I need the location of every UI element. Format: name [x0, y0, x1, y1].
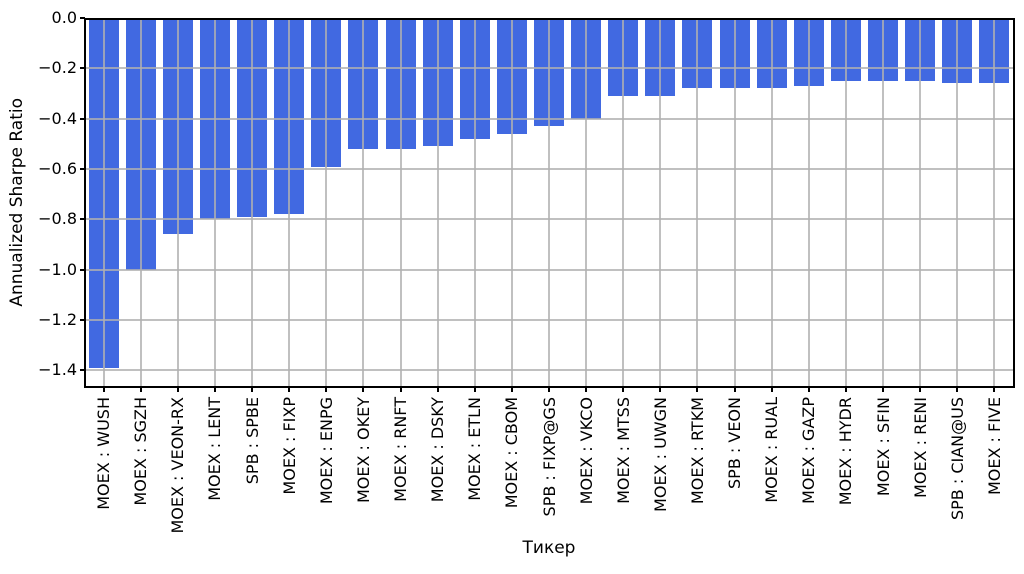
x-tick-label: SPB : FIXP@GS — [539, 397, 559, 517]
vertical-gridline — [993, 18, 996, 386]
x-tick-mark — [251, 387, 254, 392]
x-tick-label: MOEX : DSKY — [428, 397, 448, 503]
vertical-gridline — [770, 18, 773, 386]
vertical-gridline — [473, 18, 476, 386]
y-tick-mark — [80, 319, 85, 322]
x-tick-mark — [919, 387, 922, 392]
x-tick-mark — [139, 387, 142, 392]
vertical-gridline — [325, 18, 328, 386]
x-tick-mark — [176, 387, 179, 392]
x-tick-mark — [956, 387, 959, 392]
vertical-gridline — [585, 18, 588, 386]
vertical-gridline — [548, 18, 550, 386]
x-tick-mark — [622, 387, 625, 392]
x-tick-mark — [733, 387, 736, 392]
bottom-spine — [85, 386, 1015, 388]
y-tick-label: −1.4 — [38, 360, 77, 380]
x-tick-mark — [807, 387, 810, 392]
x-tick-mark — [362, 387, 365, 392]
x-tick-mark — [696, 387, 699, 392]
x-tick-label: SPB : CIAN@US — [947, 397, 967, 521]
x-tick-label: MOEX : LENT — [205, 397, 225, 501]
vertical-gridline — [510, 18, 513, 386]
x-tick-label: MOEX : RUAL — [762, 397, 782, 503]
x-tick-label: MOEX : OKEY — [353, 397, 373, 503]
vertical-gridline — [956, 18, 959, 386]
y-tick-label: −0.8 — [38, 209, 77, 229]
vertical-gridline — [213, 18, 216, 386]
x-tick-mark — [288, 387, 291, 392]
y-tick-mark — [80, 168, 85, 171]
y-tick-label: −0.4 — [38, 108, 77, 128]
vertical-gridline — [362, 18, 365, 386]
x-tick-mark — [436, 387, 439, 392]
vertical-gridline — [882, 18, 885, 386]
x-tick-label: SPB : SPBE — [242, 397, 262, 485]
x-tick-label: MOEX : UWGN — [650, 397, 670, 512]
x-tick-mark — [844, 387, 847, 392]
x-tick-label: MOEX : GAZP — [799, 397, 819, 504]
x-tick-label: MOEX : FIXP — [279, 397, 299, 495]
vertical-gridline — [807, 18, 810, 386]
vertical-gridline — [139, 18, 142, 386]
x-tick-label: MOEX : RENI — [910, 397, 930, 498]
x-tick-label: MOEX : VEON-RX — [168, 397, 188, 534]
x-tick-label: MOEX : RNFT — [391, 397, 411, 502]
y-tick-label: 0.0 — [51, 8, 77, 27]
right-spine — [1013, 18, 1015, 388]
y-tick-mark — [80, 218, 85, 221]
vertical-gridline — [176, 18, 179, 386]
x-tick-label: MOEX : WUSH — [94, 397, 114, 510]
x-tick-mark — [659, 387, 662, 392]
y-tick-mark — [80, 369, 85, 372]
x-axis-label: Тикер — [522, 538, 576, 558]
x-tick-label: SPB : VEON — [725, 397, 745, 489]
x-tick-mark — [770, 387, 773, 392]
vertical-gridline — [696, 18, 699, 386]
vertical-gridline — [288, 18, 291, 386]
vertical-gridline — [399, 18, 402, 386]
y-tick-label: −0.6 — [38, 159, 77, 179]
vertical-gridline — [659, 18, 662, 386]
x-tick-mark — [473, 387, 476, 392]
x-tick-label: MOEX : HYDR — [836, 397, 856, 506]
x-tick-label: MOEX : SGZH — [131, 397, 151, 506]
x-tick-label: MOEX : ENPG — [316, 397, 336, 505]
vertical-gridline — [844, 18, 847, 386]
x-tick-label: MOEX : RTKM — [687, 397, 707, 505]
vertical-gridline — [102, 18, 105, 386]
vertical-gridline — [733, 18, 736, 386]
vertical-gridline — [919, 18, 922, 386]
x-tick-label: MOEX : VKCO — [576, 397, 596, 505]
x-tick-mark — [548, 387, 550, 392]
vertical-gridline — [622, 18, 625, 386]
y-tick-mark — [80, 67, 85, 70]
x-tick-label: MOEX : MTSS — [613, 397, 633, 504]
y-tick-mark — [80, 268, 85, 271]
left-spine — [84, 18, 86, 388]
x-tick-mark — [213, 387, 216, 392]
x-tick-mark — [325, 387, 328, 392]
x-tick-mark — [102, 387, 105, 392]
x-tick-mark — [585, 387, 588, 392]
y-tick-mark — [80, 17, 85, 19]
x-tick-label: MOEX : FIVE — [984, 397, 1004, 496]
x-tick-mark — [510, 387, 513, 392]
x-tick-mark — [993, 387, 996, 392]
y-tick-label: −0.2 — [38, 58, 77, 78]
top-spine — [85, 18, 1015, 20]
x-tick-label: MOEX : SFIN — [873, 397, 893, 497]
x-tick-label: MOEX : CBOM — [502, 397, 522, 509]
x-tick-mark — [882, 387, 885, 392]
vertical-gridline — [436, 18, 439, 386]
x-tick-label: MOEX : ETLN — [465, 397, 485, 501]
vertical-gridline — [251, 18, 254, 386]
y-tick-label: −1.0 — [38, 259, 77, 279]
x-tick-mark — [399, 387, 402, 392]
y-tick-label: −1.2 — [38, 310, 77, 330]
y-tick-mark — [80, 117, 85, 120]
